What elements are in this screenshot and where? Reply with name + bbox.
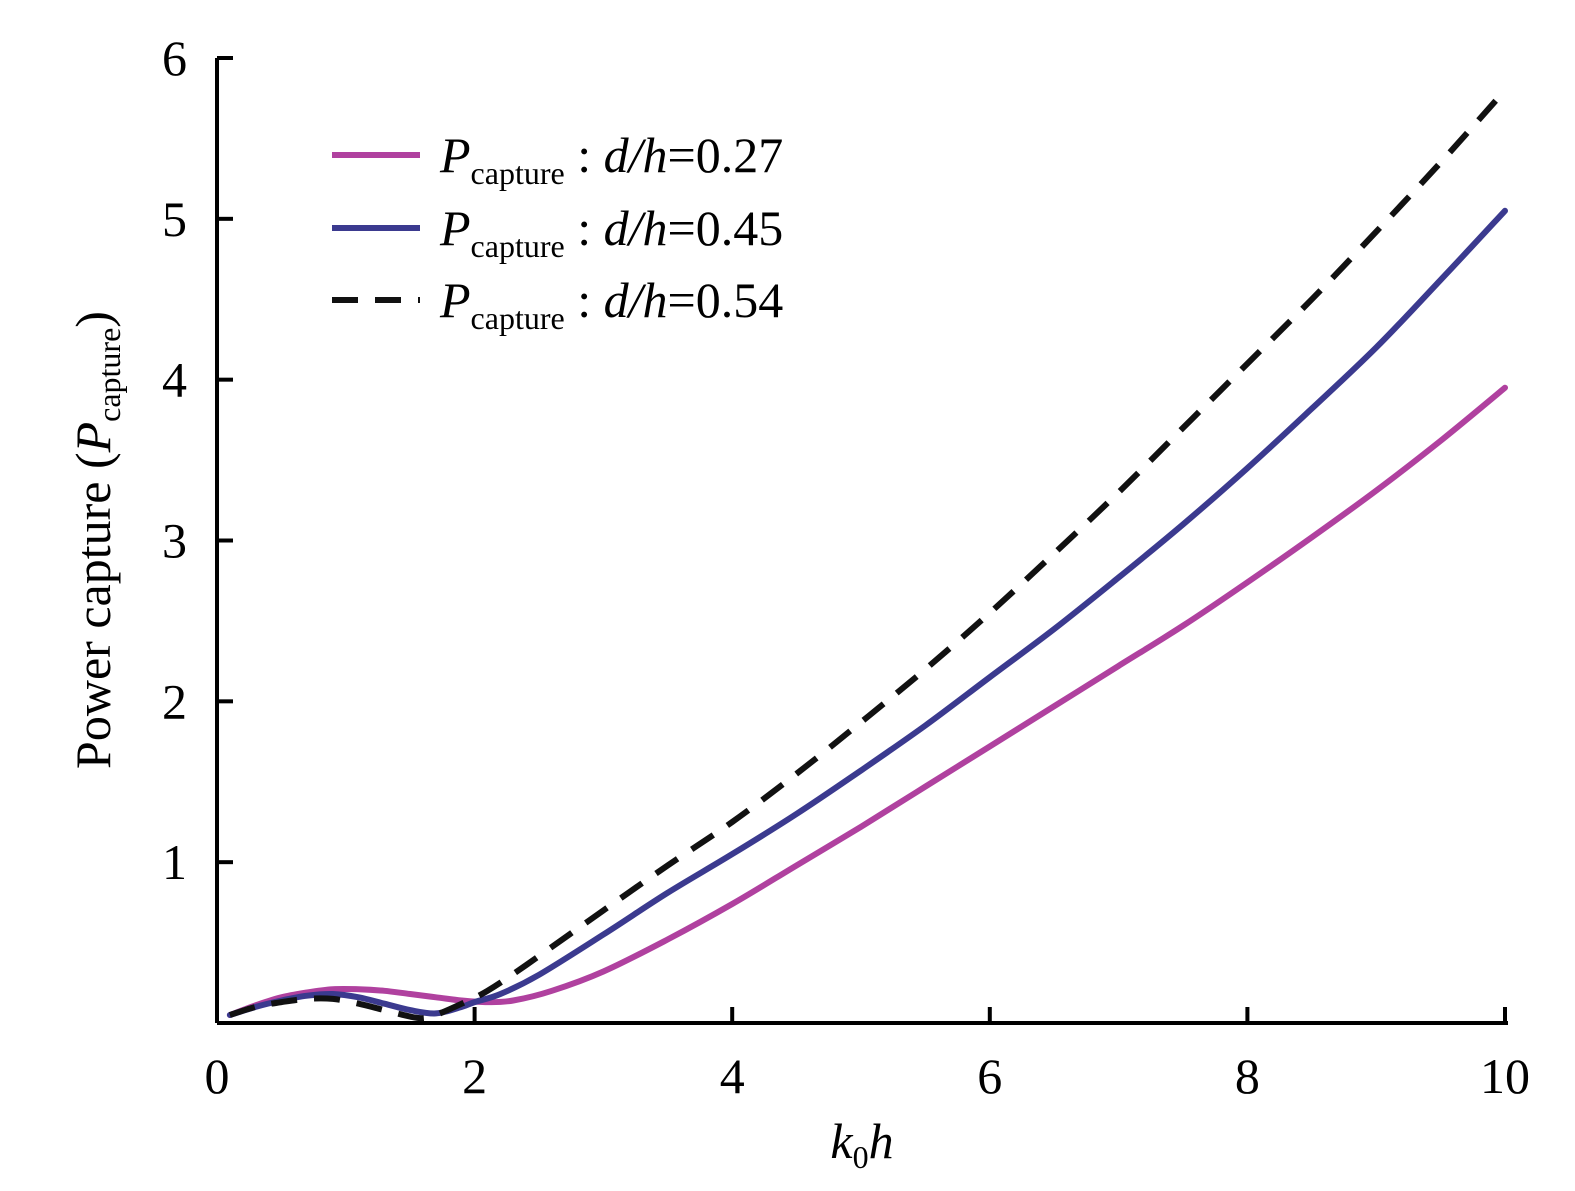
legend-eq: = <box>668 272 696 328</box>
legend-sub: capture <box>471 155 565 191</box>
series-line-2 <box>228 88 1508 1022</box>
x-axis-title-sub: 0 <box>853 1139 869 1175</box>
legend-eq: = <box>668 200 696 256</box>
x-tick-label: 4 <box>720 1048 745 1104</box>
series-layer <box>226 88 1508 1022</box>
y-axis-title: Power capture (Pcapture) <box>65 311 127 769</box>
y-tick-label: 1 <box>162 834 187 890</box>
legend-entry-0: Pcapture : d/h=0.27 <box>439 127 783 191</box>
legend-var: P <box>439 127 471 183</box>
legend-sub: capture <box>471 228 565 264</box>
x-tick-label: 0 <box>205 1048 230 1104</box>
legend-sub: capture <box>471 300 565 336</box>
legend-var: P <box>439 200 471 256</box>
y-tick-label: 4 <box>162 352 187 408</box>
legend-eq: = <box>668 127 696 183</box>
legend-value: 0.27 <box>696 127 784 183</box>
legend-value: 0.45 <box>696 200 784 256</box>
legend-expr: d/h <box>604 127 668 183</box>
legend-expr: d/h <box>604 272 668 328</box>
legend-sep: : <box>565 127 604 183</box>
legend-entry-2: Pcapture : d/h=0.54 <box>439 272 783 336</box>
legend-var: P <box>439 272 471 328</box>
legend-expr: d/h <box>604 200 668 256</box>
y-axis-title-sub: capture <box>91 328 127 422</box>
y-axis-title-var: P <box>65 422 121 454</box>
series-line-0 <box>226 384 1508 1018</box>
x-axis-title: k0h <box>830 1113 893 1175</box>
x-ticks: 0 2 4 6 8 10 <box>205 1007 1530 1104</box>
y-tick-label: 6 <box>162 30 187 86</box>
x-tick-label: 6 <box>977 1048 1002 1104</box>
y-tick-label: 5 <box>162 191 187 247</box>
y-axis-title-prefix: Power capture ( <box>65 452 121 769</box>
y-axis-title-suffix: ) <box>65 311 121 328</box>
x-tick-label: 8 <box>1235 1048 1260 1104</box>
x-tick-label: 10 <box>1480 1048 1530 1104</box>
y-ticks: 1 2 3 4 5 6 <box>162 30 233 890</box>
x-tick-label: 2 <box>462 1048 487 1104</box>
legend-value: 0.54 <box>696 272 784 328</box>
legend-entry-1: Pcapture : d/h=0.45 <box>439 200 783 264</box>
legend-sep: : <box>565 200 604 256</box>
axes <box>215 58 1508 1025</box>
x-axis-title-main: k <box>830 1113 853 1169</box>
y-tick-label: 3 <box>162 513 187 569</box>
legend-sep: : <box>565 272 604 328</box>
y-tick-label: 2 <box>162 673 187 729</box>
series-line-1 <box>226 207 1508 1018</box>
x-axis-title-tail: h <box>869 1113 894 1169</box>
